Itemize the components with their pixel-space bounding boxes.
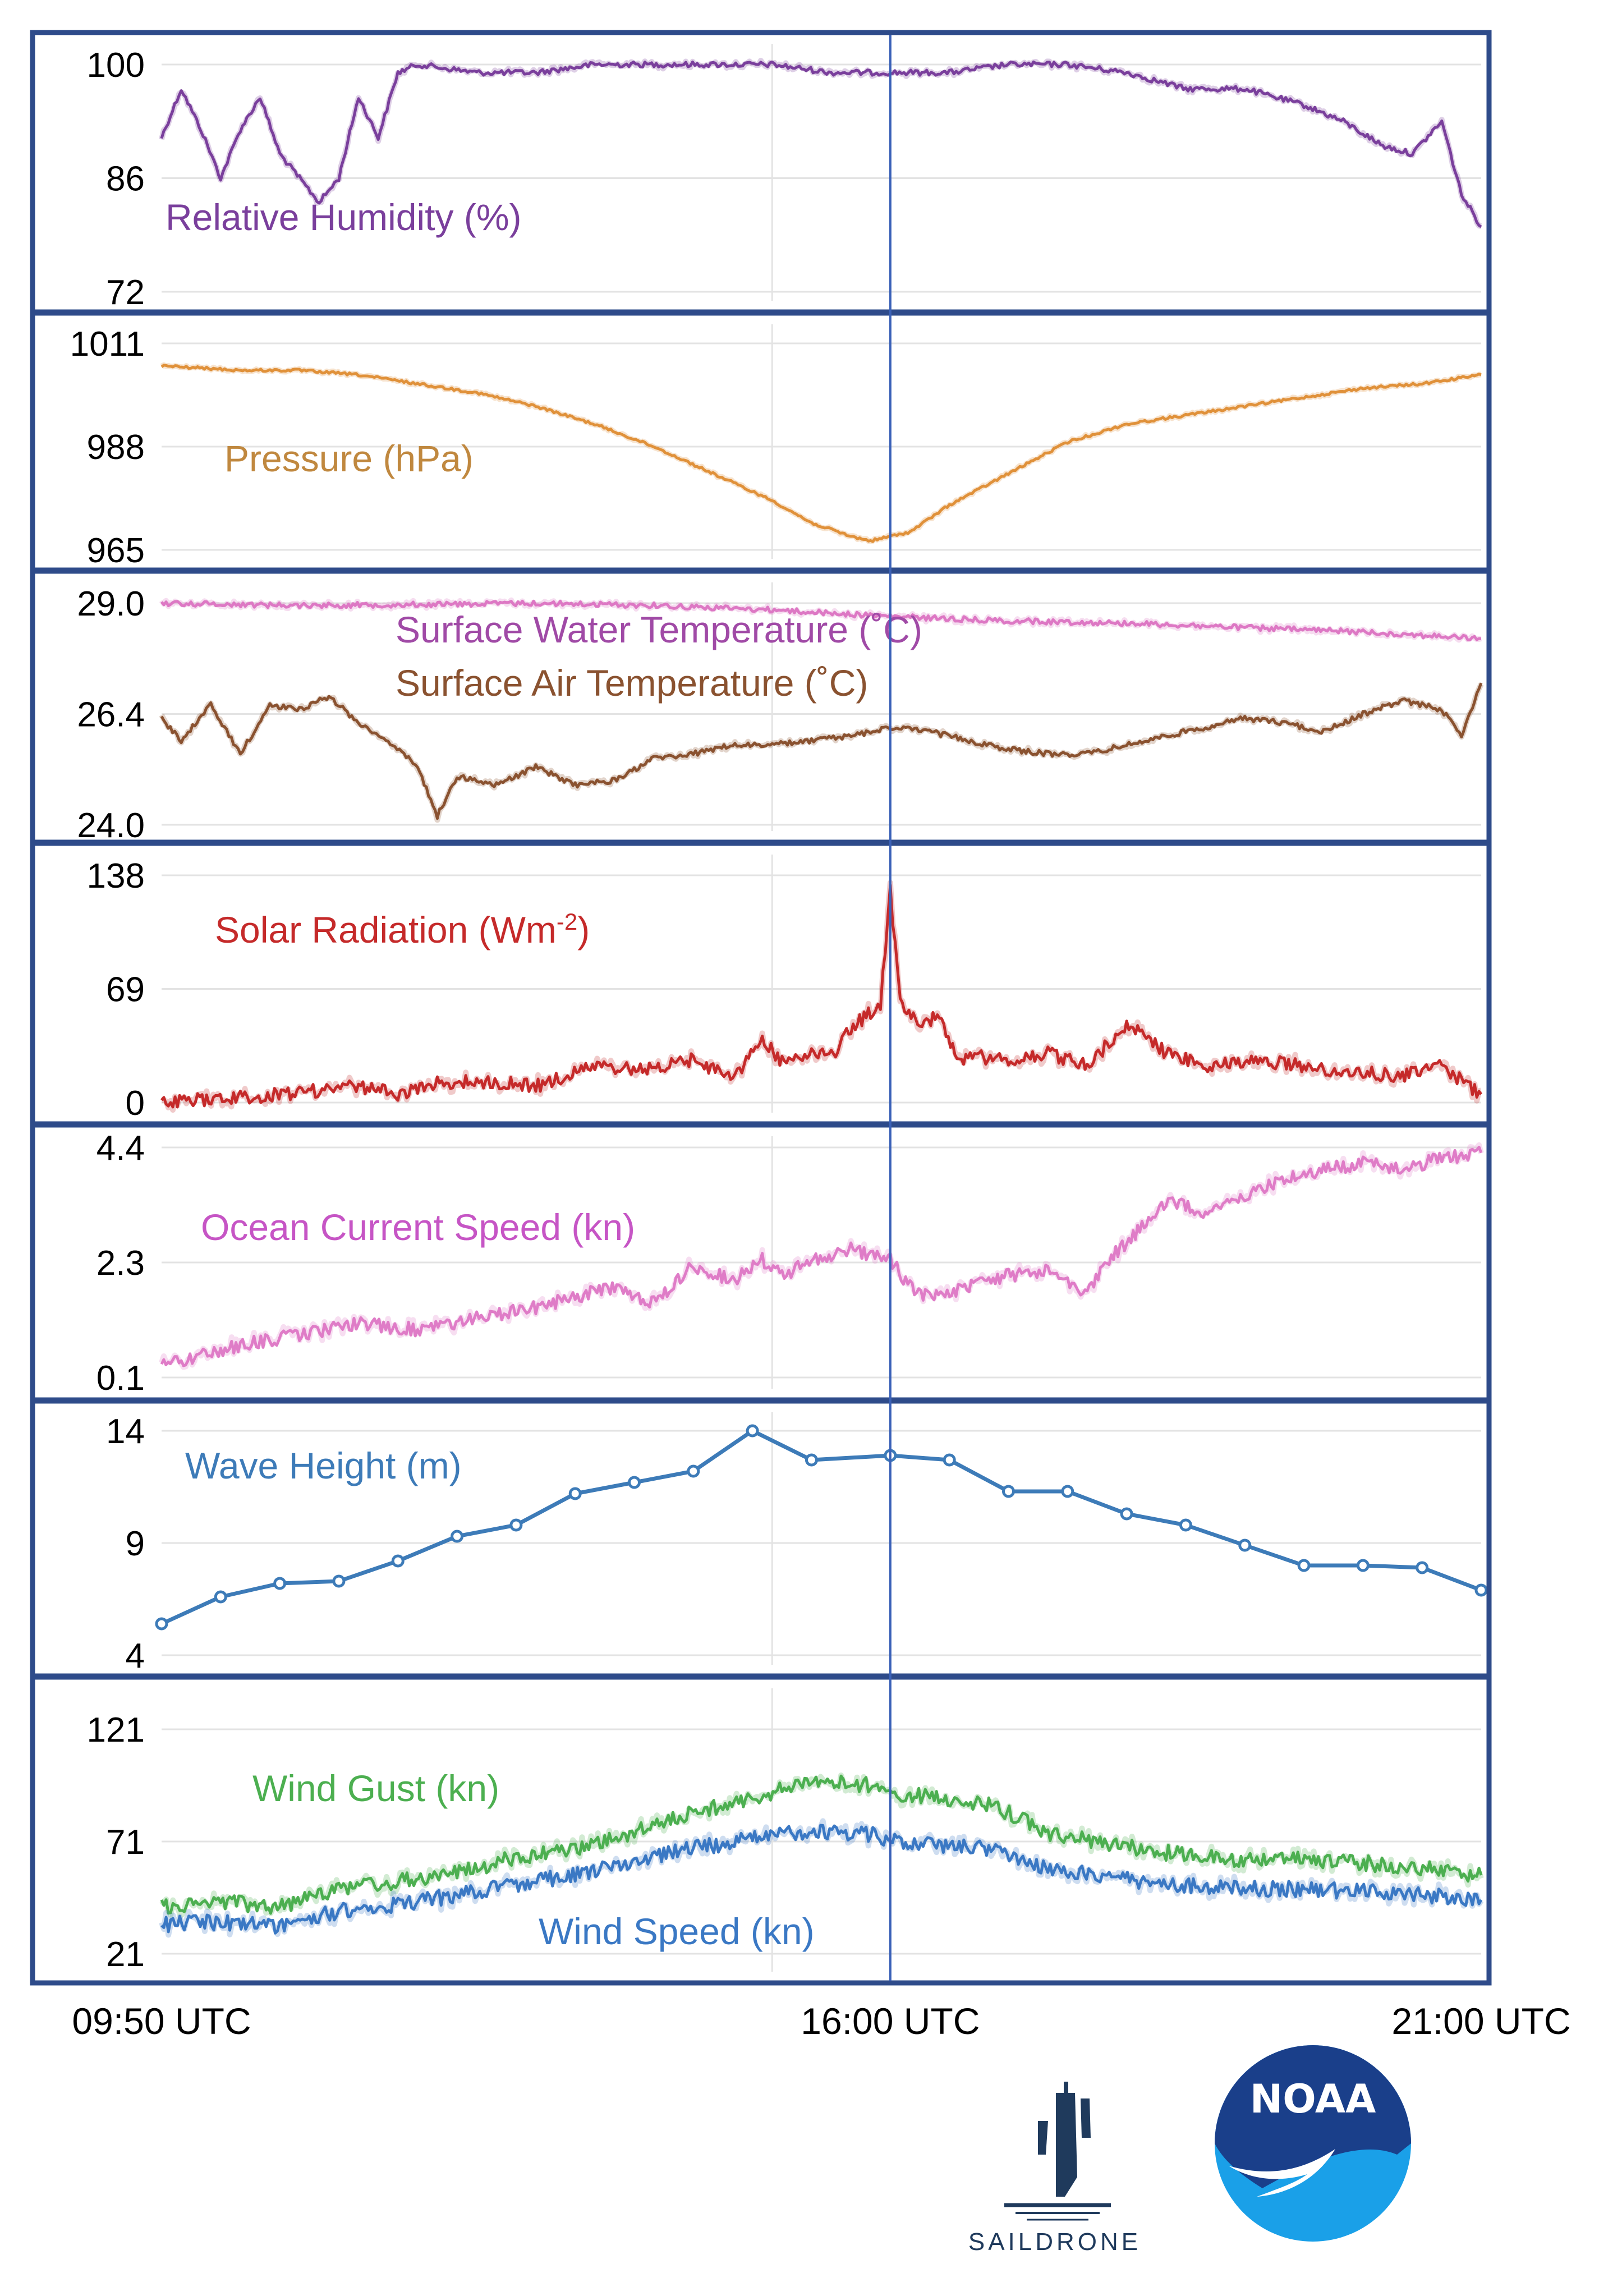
y-tick-label: 965: [87, 531, 145, 570]
noaa-upper-field: [1215, 2045, 1411, 2188]
y-tick-label: 69: [106, 971, 145, 1009]
data-point: [1061, 1485, 1074, 1498]
panel-border: [30, 1674, 1492, 1986]
data-point: [568, 1487, 582, 1500]
chart-panels: 100 86 72 Relative Humidity (%) 1011 988 965 Pr…: [30, 30, 1492, 1986]
y-tick-label: 29.0: [77, 585, 145, 623]
series-line-pressure-0: [160, 364, 1482, 543]
panel-temperature: 29.0 26.4 24.0 Surface Water Temperature (˚…: [30, 568, 1492, 845]
x-tick-label: 09:50 UTC: [72, 2000, 251, 2042]
panel-wave: 14 9 4 Wave Height (m): [30, 1398, 1492, 1679]
saildrone-sail-icon: [1056, 2093, 1077, 2197]
y-tick-label: 988: [87, 428, 145, 467]
data-point: [746, 1424, 759, 1438]
panel-humidity: 100 86 72 Relative Humidity (%): [30, 30, 1492, 315]
y-tick-label: 121: [87, 1711, 145, 1749]
data-point: [687, 1464, 700, 1478]
y-tick-label: 26.4: [77, 696, 145, 734]
series-label-solar-0: Solar Radiation (Wm-2): [215, 908, 590, 951]
y-tick-label: 72: [106, 273, 145, 312]
data-point: [1001, 1485, 1015, 1498]
series-label-current-0: Ocean Current Speed (kn): [201, 1206, 635, 1248]
series-line-temperature-0: [160, 599, 1482, 642]
data-point: [1416, 1561, 1429, 1574]
data-point: [943, 1453, 956, 1467]
series-line-solar-0: [160, 883, 1483, 1109]
panel-wind: 121 71 21 Wind Gust (kn) Wind Speed (kn): [30, 1674, 1492, 1986]
data-point: [451, 1530, 464, 1543]
saildrone-wordmark: SAILDRONE: [968, 2228, 1141, 2256]
saildrone-keel-icon: [1038, 2121, 1048, 2155]
data-point: [332, 1574, 346, 1588]
data-point: [155, 1617, 168, 1631]
y-tick-label: 24.0: [77, 806, 145, 845]
noaa-logo: NOAA: [1215, 2045, 1411, 2242]
saildrone-tail-icon: [1081, 2098, 1091, 2138]
series-line-wind-0: [160, 1774, 1483, 1915]
data-point: [273, 1577, 287, 1590]
series-label-wind-1: Wind Speed (kn): [539, 1911, 815, 1952]
y-tick-label: 4: [126, 1637, 145, 1675]
y-tick-label: 4.4: [97, 1129, 145, 1168]
y-tick-label: 14: [106, 1412, 145, 1451]
series-label-wind-0: Wind Gust (kn): [252, 1767, 499, 1809]
data-point: [1297, 1559, 1311, 1572]
data-point: [1356, 1559, 1370, 1572]
series-label-pressure-0: Pressure (hPa): [224, 438, 474, 479]
x-tick-label: 21:00 UTC: [1391, 2000, 1570, 2042]
series-label-humidity-0: Relative Humidity (%): [166, 196, 521, 238]
y-tick-label: 0.1: [97, 1359, 145, 1398]
saildrone-logo: SAILDRONE: [968, 2082, 1141, 2256]
series-label-temperature-1: Surface Air Temperature (˚C): [396, 662, 868, 704]
y-tick-label: 21: [106, 1935, 145, 1974]
y-tick-label: 86: [106, 160, 145, 199]
series-line-current-0: [160, 1146, 1483, 1367]
data-point: [628, 1476, 641, 1489]
data-point: [391, 1554, 405, 1568]
data-point: [805, 1453, 818, 1467]
y-tick-label: 71: [106, 1823, 145, 1862]
data-point: [1120, 1507, 1133, 1521]
y-tick-label: 138: [87, 857, 145, 896]
data-point: [214, 1590, 227, 1604]
noaa-wordmark: NOAA: [1250, 2076, 1376, 2122]
panel-pressure: 1011 988 965 Pressure (hPa): [30, 310, 1492, 573]
x-tick-label: 16:00 UTC: [801, 2000, 980, 2042]
data-point: [1179, 1518, 1192, 1532]
y-tick-label: 100: [87, 46, 145, 85]
data-point: [1474, 1583, 1488, 1597]
series-label-temperature-0: Surface Water Temperature (˚C): [396, 609, 922, 650]
y-tick-label: 9: [126, 1524, 145, 1563]
y-tick-label: 0: [126, 1084, 145, 1123]
y-tick-label: 2.3: [97, 1244, 145, 1283]
series-line-wind-1: [160, 1824, 1483, 1935]
x-axis: 09:50 UTC 16:00 UTC 21:00 UTC: [72, 2000, 1570, 2042]
series-label-wave-0: Wave Height (m): [185, 1445, 462, 1486]
noaa-gull-icon: [1229, 2149, 1335, 2197]
data-point: [509, 1518, 523, 1532]
series-line-temperature-1: [160, 682, 1483, 820]
series-line-humidity-0: [160, 60, 1482, 228]
panel-current: 4.4 2.3 0.1 Ocean Current Speed (kn): [30, 1122, 1492, 1403]
data-point: [1238, 1539, 1252, 1552]
y-tick-label: 1011: [70, 325, 145, 364]
saildrone-mast: [1064, 2082, 1068, 2093]
